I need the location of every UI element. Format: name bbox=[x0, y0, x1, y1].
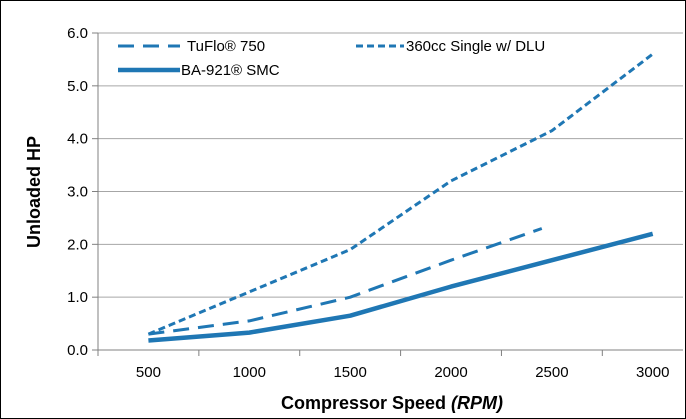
y-tick-label-5: 5.0 bbox=[67, 78, 88, 95]
legend-label-2: BA-921® SMC bbox=[181, 62, 280, 79]
legend: TuFlo® 750 360cc Single w/ DLU BA-921® SMC bbox=[118, 38, 545, 79]
y-tick-labels: 0.0 1.0 2.0 3.0 4.0 5.0 6.0 bbox=[67, 25, 88, 359]
x-tick-label-5: 3000 bbox=[636, 364, 669, 381]
x-axis-title: Compressor Speed (RPM) bbox=[281, 393, 503, 413]
series-line-2 bbox=[148, 231, 654, 343]
x-axis-title-unit: (RPM) bbox=[451, 393, 503, 413]
x-tick-label-0: 500 bbox=[136, 364, 161, 381]
y-tick-label-4: 4.0 bbox=[67, 131, 88, 148]
series-line-0 bbox=[148, 227, 543, 336]
series-lines bbox=[147, 52, 654, 343]
axes bbox=[92, 32, 683, 356]
x-tick-labels: 500 1000 1500 2000 2500 3000 bbox=[136, 364, 670, 381]
x-tick-label-4: 2500 bbox=[535, 364, 568, 381]
legend-label-1: 360cc Single w/ DLU bbox=[406, 38, 545, 55]
x-tick-label-2: 1500 bbox=[333, 364, 366, 381]
legend-label-0: TuFlo® 750 bbox=[187, 38, 265, 55]
series-line-1 bbox=[147, 52, 654, 336]
y-tick-label-3: 3.0 bbox=[67, 184, 88, 201]
y-tick-label-0: 0.0 bbox=[67, 342, 88, 359]
x-tick-label-1: 1000 bbox=[233, 364, 266, 381]
y-axis-title: Unloaded HP bbox=[24, 136, 44, 248]
y-tick-label-1: 1.0 bbox=[67, 289, 88, 306]
y-tick-label-2: 2.0 bbox=[67, 236, 88, 253]
y-tick-label-6: 6.0 bbox=[67, 25, 88, 42]
x-axis-title-main: Compressor Speed bbox=[281, 393, 451, 413]
x-tick-label-3: 2000 bbox=[434, 364, 467, 381]
